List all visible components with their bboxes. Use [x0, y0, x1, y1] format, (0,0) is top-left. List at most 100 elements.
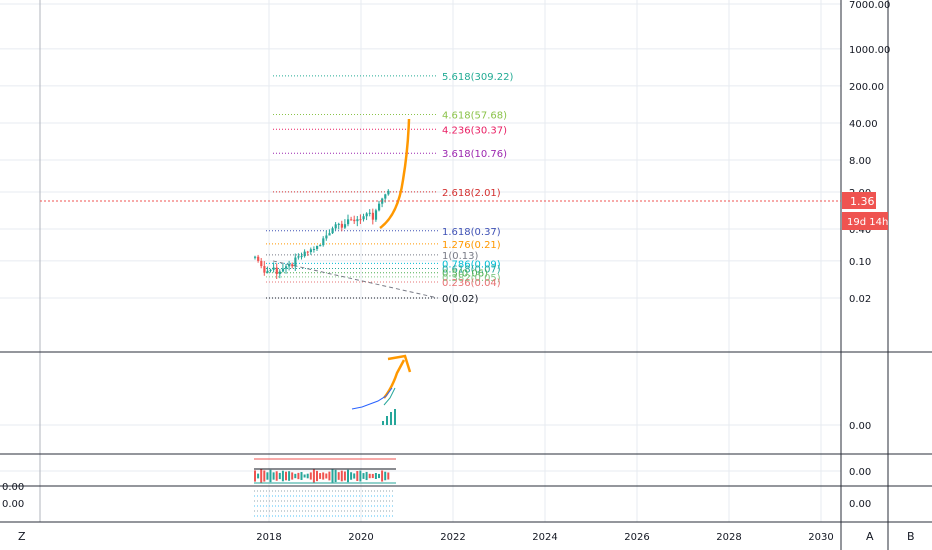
candle-body	[328, 233, 331, 236]
oscillator-bar	[266, 472, 269, 480]
candle-body	[337, 223, 340, 225]
oscillator-bar	[278, 472, 281, 480]
oscillator-bar	[353, 473, 356, 479]
price-tick-label: 0.40	[849, 225, 871, 236]
candle-body	[281, 268, 285, 272]
fib-level-label: 5.618(309.22)	[442, 72, 514, 83]
oscillator-bar	[312, 469, 315, 483]
timezone-toggle[interactable]: Z	[18, 530, 26, 543]
candle-body	[254, 256, 257, 258]
candle-body	[288, 264, 291, 267]
oscillator-bar	[269, 469, 272, 483]
fibonacci-extension[interactable]: 5.618(309.22) 4.618(57.68) 4.236(30.37) 3.6…	[266, 72, 514, 305]
panel-3-tick-label: 0.00	[849, 499, 871, 510]
candle-body	[285, 266, 288, 269]
oscillator-bar	[359, 470, 362, 482]
volume-bar	[394, 409, 396, 425]
candle-body	[291, 264, 294, 267]
panel-2-left-tick-label: 0.00	[2, 482, 24, 493]
corner-controls[interactable]: Z A B	[18, 530, 915, 543]
fib-level-label: 0(0.02)	[442, 294, 479, 305]
fib-level-label: 1(0.13)	[442, 251, 479, 262]
fib-level-label: 0.786(0.09)	[442, 259, 501, 270]
candle-body	[263, 266, 266, 273]
candle-body	[294, 257, 297, 267]
candle-body	[353, 219, 356, 222]
candle-body	[319, 245, 322, 247]
price-tick-label: 40.00	[849, 119, 878, 130]
candle-body	[362, 216, 365, 220]
indicator-panel-2	[254, 458, 396, 484]
fib-level-label: 0.618(0.07)	[442, 264, 501, 275]
candle-body	[275, 267, 278, 275]
oscillator-bar	[340, 470, 343, 482]
back-button[interactable]: B	[907, 530, 915, 543]
candle-body	[266, 270, 269, 273]
oscillator-bar	[309, 472, 312, 480]
candle-body	[306, 251, 309, 253]
time-axis[interactable]: 2018 2020 2022 2024 2026 2028 2030	[256, 532, 833, 543]
price-tick-label: 7000.00	[849, 0, 890, 11]
oscillator-bar	[288, 471, 291, 481]
indicator-line	[351, 387, 393, 410]
fib-trend-line[interactable]	[272, 260, 439, 299]
oscillator-bar	[347, 469, 349, 483]
panel-projection-curve[interactable]	[383, 359, 406, 399]
candle-body	[359, 219, 362, 221]
oscillator-bar	[303, 474, 306, 478]
candle-body	[297, 256, 300, 258]
oscillator-bar	[387, 472, 390, 480]
oscillator-bar	[294, 473, 297, 479]
current-price-badges: 1.36 19d 14h	[40, 192, 888, 230]
candle-body	[381, 198, 384, 204]
candle-body	[378, 203, 381, 211]
volume-bar	[390, 412, 392, 425]
candle-body	[269, 269, 272, 271]
oscillator-bar	[331, 469, 334, 483]
oscillator-bar	[281, 470, 284, 482]
fib-level-label: 1.276(0.21)	[442, 240, 501, 251]
oscillator-bar	[381, 470, 384, 482]
projection-arrows[interactable]	[379, 118, 412, 399]
countdown-label: 19d 14h	[847, 217, 888, 228]
candle-body	[260, 260, 263, 267]
indicator-panel-3	[254, 490, 394, 517]
oscillator-bar	[297, 472, 300, 480]
price-tick-label: 0.10	[849, 257, 871, 268]
oscillator-bar	[362, 473, 365, 479]
fib-level-label: 0.382(0.05)	[442, 273, 501, 284]
oscillator-bar	[306, 473, 309, 479]
auto-scale-toggle[interactable]: A	[866, 530, 874, 543]
oscillator-bar	[285, 471, 287, 481]
panel-projection-arrowhead[interactable]	[387, 354, 412, 373]
price-tick-label: 0.02	[849, 294, 871, 305]
candle-body	[316, 245, 319, 250]
candle-body	[384, 194, 387, 199]
current-price-label: 1.36	[850, 195, 875, 208]
candle-body	[303, 251, 306, 257]
oscillator-bar	[356, 471, 359, 481]
fib-level-label: 4.618(57.68)	[442, 111, 507, 122]
candle-body	[368, 212, 371, 214]
main-projection-curve[interactable]	[379, 118, 411, 230]
candle-body	[322, 238, 325, 246]
oscillator-bar	[343, 471, 346, 481]
price-tick-label: 1000.00	[849, 45, 890, 56]
fib-level-label: 2.618(2.01)	[442, 188, 501, 199]
oscillator-bar	[319, 473, 322, 479]
candle-body	[350, 219, 353, 221]
candle-body	[347, 219, 350, 225]
oscillator-bar	[350, 472, 353, 480]
candle-body	[300, 256, 303, 258]
oscillator-bar	[322, 472, 325, 480]
candle-body	[365, 213, 368, 217]
oscillator-bar	[272, 472, 275, 480]
time-tick-label: 2030	[808, 532, 833, 543]
candle-body	[278, 271, 281, 275]
candle-body	[387, 190, 390, 195]
countdown-badge	[842, 212, 888, 230]
price-tick-label: 200.00	[849, 82, 884, 93]
candle-body	[309, 249, 312, 253]
volume-bar	[386, 416, 388, 425]
